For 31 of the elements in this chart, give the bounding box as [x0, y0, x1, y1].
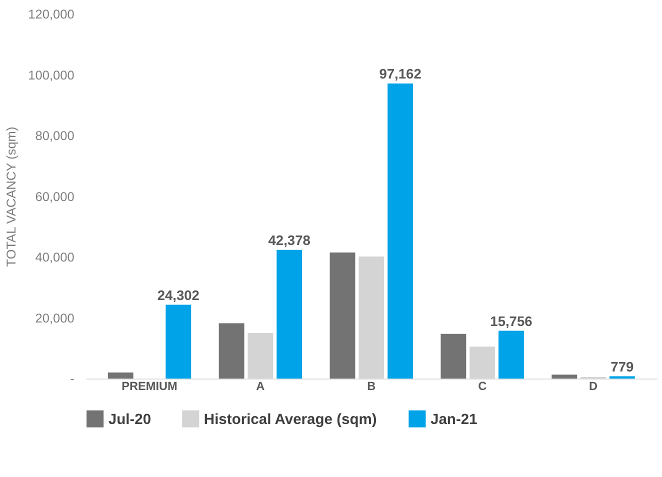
- bar: [388, 83, 413, 379]
- x-tick-label: PREMIUM: [122, 378, 178, 393]
- bar: [276, 250, 302, 379]
- bar: [440, 334, 466, 379]
- bar: [552, 374, 578, 379]
- bar: [498, 330, 524, 379]
- data-label: 15,756: [490, 314, 533, 329]
- y-axis-title: TOTAL VACANCY (sqm): [3, 126, 18, 267]
- y-tick-label: 20,000: [35, 310, 74, 326]
- x-tick-label: B: [367, 378, 376, 393]
- bar: [218, 323, 244, 379]
- y-tick-label: 100,000: [28, 67, 74, 82]
- y-tick-label: 60,000: [35, 188, 74, 204]
- data-label: 97,162: [379, 66, 422, 82]
- legend-label: Jul-20: [108, 412, 152, 428]
- data-label: 42,378: [268, 232, 311, 248]
- y-tick-label: 40,000: [35, 250, 74, 265]
- y-tick-label: 120,000: [28, 6, 74, 22]
- y-tick-label: 80,000: [35, 128, 74, 144]
- x-tick-label: A: [256, 378, 266, 393]
- y-tick-label: -: [70, 371, 74, 386]
- data-label: 24,302: [157, 288, 200, 303]
- bar: [166, 304, 192, 379]
- x-tick-label: D: [589, 378, 598, 393]
- bar: [108, 372, 134, 379]
- data-label: 779: [610, 359, 634, 374]
- bar: [330, 252, 356, 379]
- legend-label: Jan-21: [430, 412, 478, 428]
- x-tick-label: C: [478, 378, 488, 393]
- legend-label: Historical Average (sqm): [204, 412, 377, 428]
- bar: [609, 376, 635, 379]
